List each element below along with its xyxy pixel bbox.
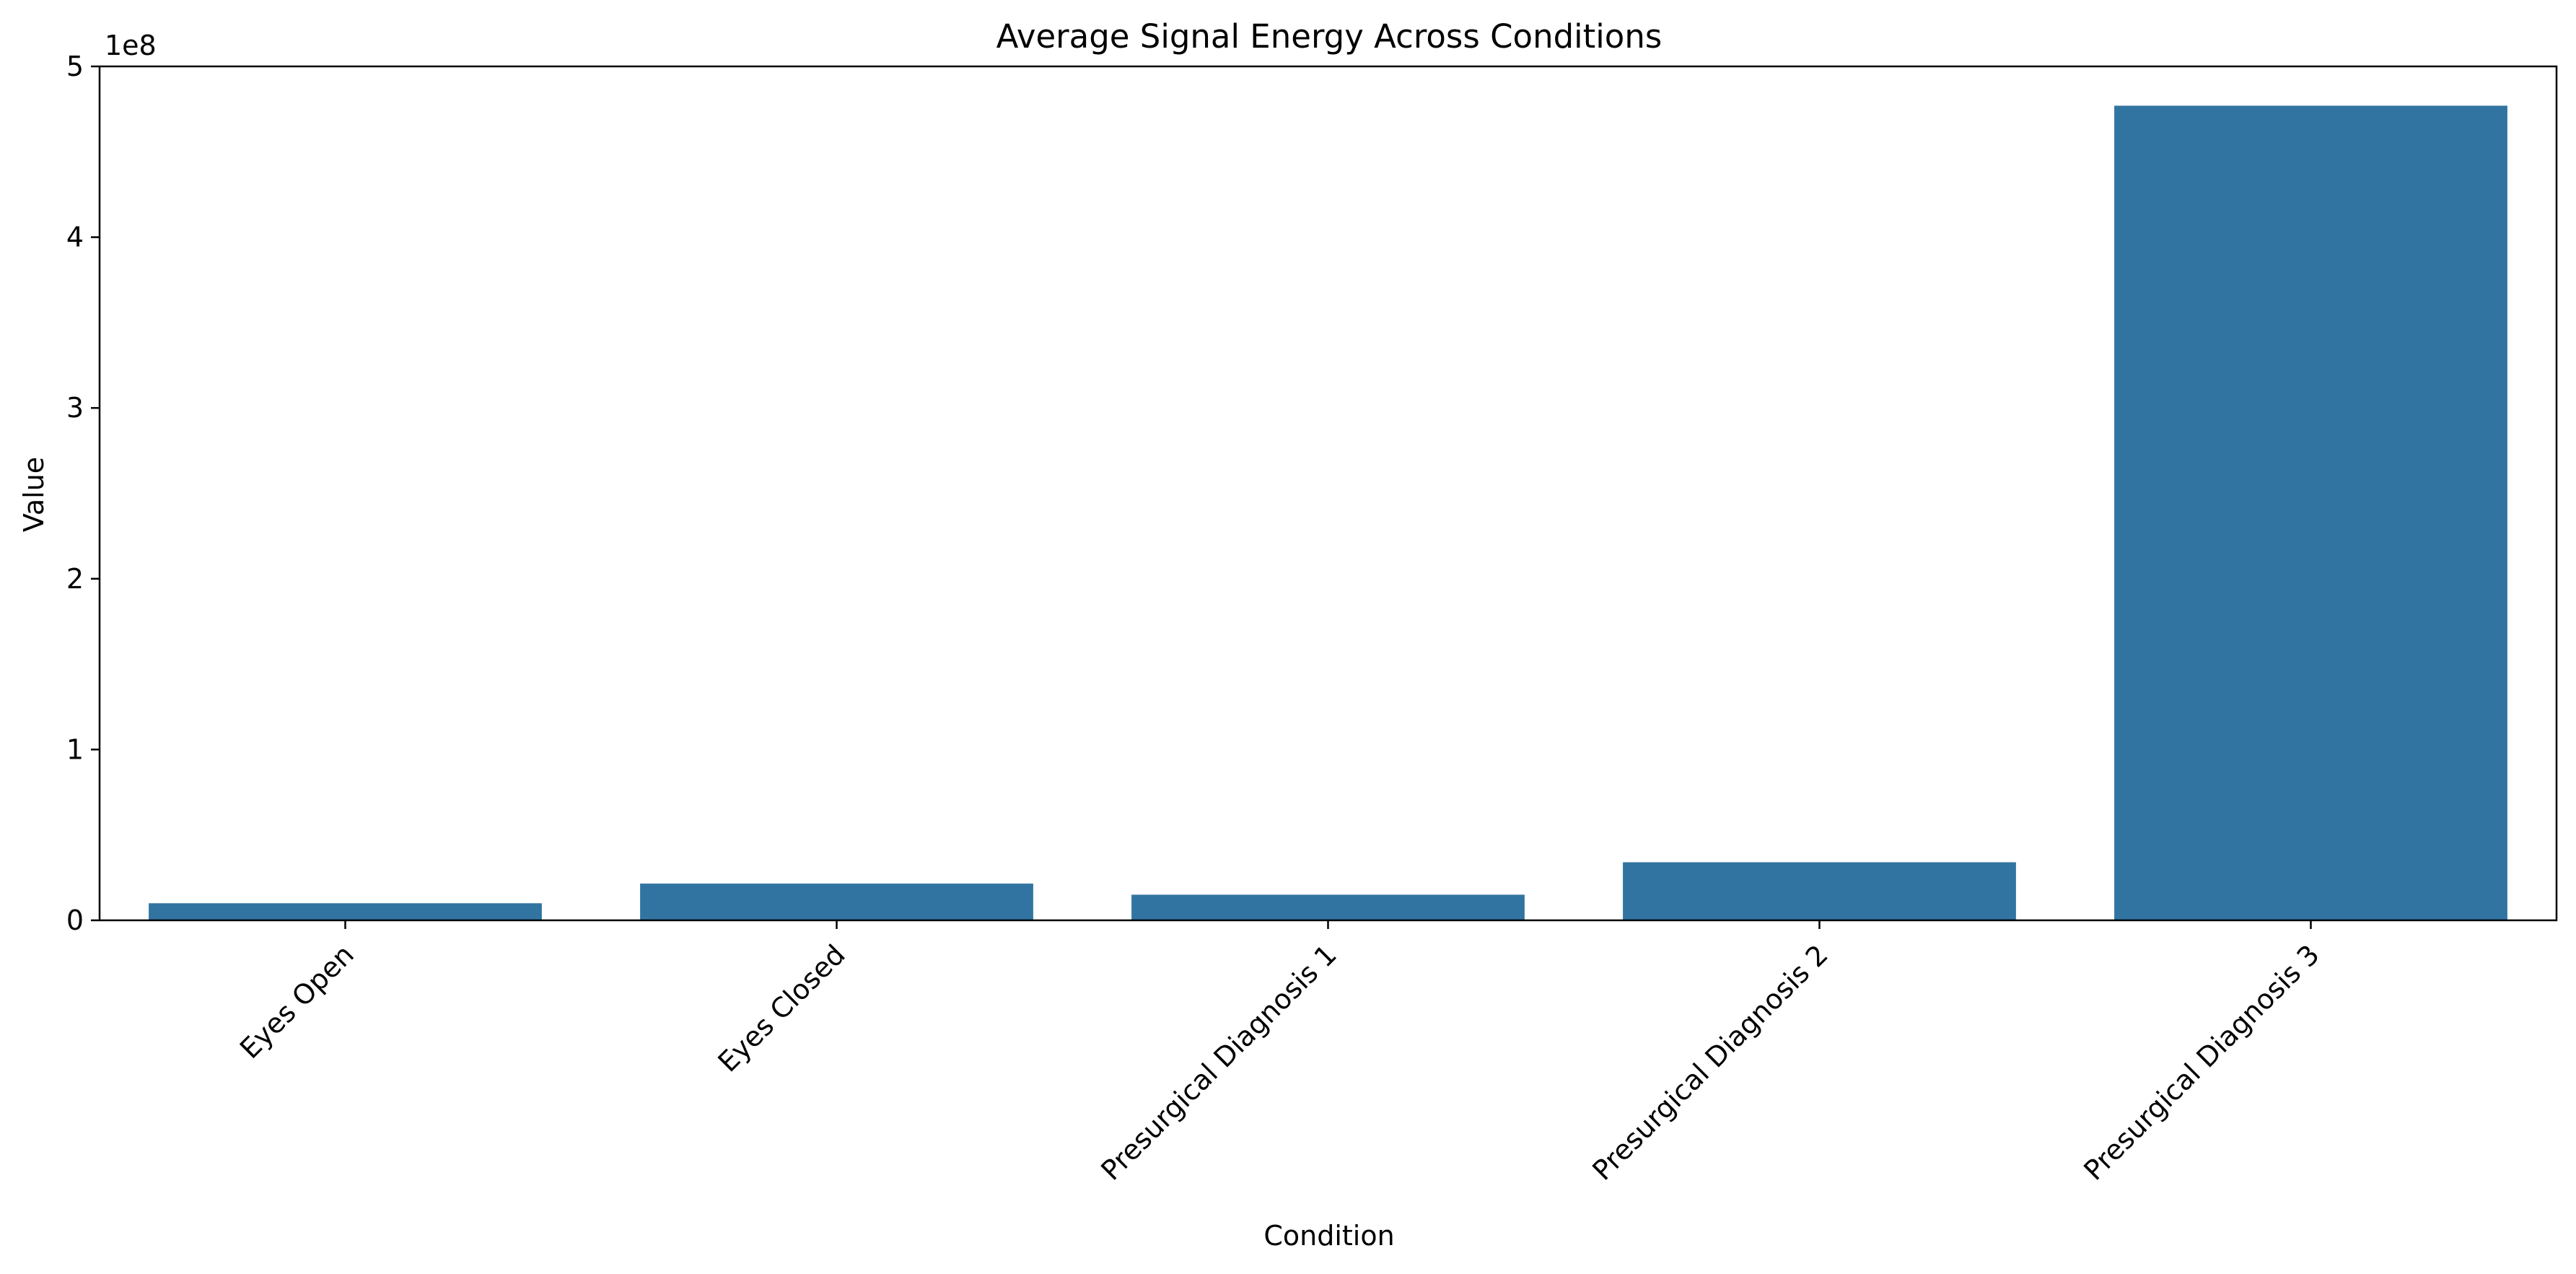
y-offset-label: 1e8 bbox=[105, 30, 157, 61]
x-tick-label-3: Presurgical Diagnosis 2 bbox=[1586, 938, 1834, 1186]
x-tick-label-2: Presurgical Diagnosis 1 bbox=[1095, 938, 1342, 1186]
x-axis-ticks: Eyes Open Eyes Closed Presurgical Diagnosi… bbox=[234, 920, 2326, 1187]
bars bbox=[149, 105, 2507, 921]
y-tick-label-4: 4 bbox=[66, 222, 84, 253]
x-tick-label-1: Eyes Closed bbox=[712, 938, 851, 1078]
bar-3 bbox=[1623, 862, 2016, 920]
y-tick-label-1: 1 bbox=[66, 733, 84, 765]
x-tick-label-0: Eyes Open bbox=[234, 938, 360, 1065]
y-tick-label-3: 3 bbox=[66, 392, 84, 424]
chart-title: Average Signal Energy Across Conditions bbox=[996, 17, 1662, 56]
y-tick-label-2: 2 bbox=[66, 563, 84, 595]
y-tick-label-0: 0 bbox=[66, 904, 84, 936]
y-axis-label: Value bbox=[18, 457, 50, 532]
x-tick-label-4: Presurgical Diagnosis 3 bbox=[2077, 938, 2325, 1186]
bar-1 bbox=[640, 883, 1033, 920]
plot-area-frame bbox=[98, 65, 2558, 922]
y-tick-label-5: 5 bbox=[66, 51, 84, 82]
x-axis-label: Condition bbox=[1263, 1220, 1394, 1252]
bar-4 bbox=[2114, 105, 2507, 921]
y-axis-ticks: 0 1 2 3 4 5 bbox=[66, 51, 100, 936]
bar-0 bbox=[149, 903, 542, 920]
bar-2 bbox=[1131, 894, 1525, 920]
